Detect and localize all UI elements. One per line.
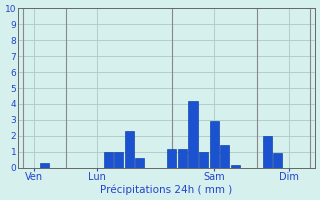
Bar — [220, 145, 229, 168]
Bar — [135, 158, 144, 168]
Bar — [274, 153, 283, 168]
Bar — [231, 165, 240, 168]
Bar — [103, 152, 113, 168]
Bar — [210, 121, 219, 168]
Bar — [188, 101, 197, 168]
Bar — [114, 152, 123, 168]
Bar — [263, 136, 272, 168]
Bar — [167, 149, 176, 168]
X-axis label: Précipitations 24h ( mm ): Précipitations 24h ( mm ) — [100, 185, 233, 195]
Bar — [40, 163, 49, 168]
Bar — [199, 152, 208, 168]
Bar — [125, 131, 134, 168]
Bar — [178, 149, 187, 168]
